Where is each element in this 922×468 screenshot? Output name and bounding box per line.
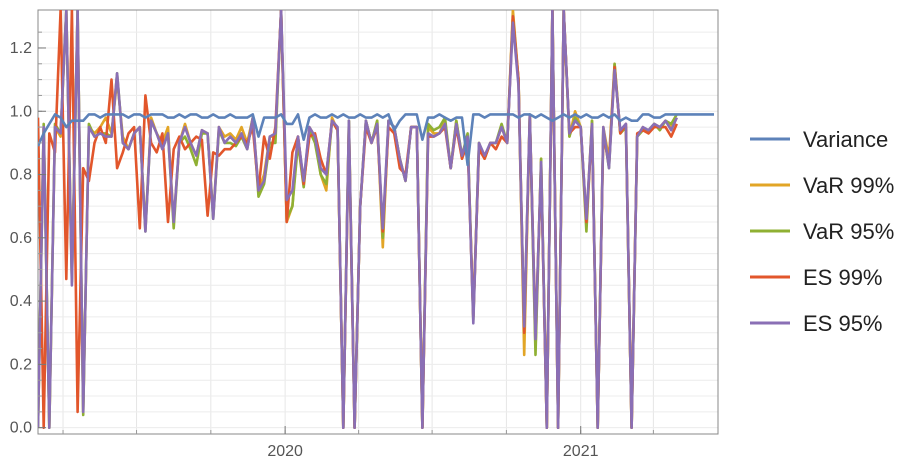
legend: Variance VaR 99% VaR 95% ES 99% ES 95%	[750, 127, 894, 336]
legend-label-variance: Variance	[803, 127, 888, 152]
legend-label-var-99: VaR 99%	[803, 173, 894, 198]
y-tick-label: 0.2	[10, 356, 32, 373]
x-tick-label: 2020	[267, 443, 303, 460]
y-tick-label: 0.8	[10, 167, 32, 184]
y-axis-ticks: 0.0 0.2 0.4 0.6 0.8 1.0 1.2	[10, 31, 46, 437]
x-axis-ticks: 2020 2021	[62, 426, 654, 460]
y-tick-label: 0.0	[10, 420, 32, 437]
legend-label-es-99: ES 99%	[803, 265, 883, 290]
y-tick-label: 1.0	[10, 103, 32, 120]
y-tick-label: 0.6	[10, 230, 32, 247]
series-line-es-95	[38, 10, 678, 429]
x-tick-label: 2021	[563, 443, 599, 460]
series-line-variance	[38, 113, 714, 167]
series-lines	[38, 10, 714, 429]
legend-label-es-95: ES 95%	[803, 311, 883, 336]
legend-label-var-95: VaR 95%	[803, 219, 894, 244]
y-tick-label: 0.4	[10, 293, 32, 310]
y-tick-label: 1.2	[10, 40, 32, 57]
gridlines	[38, 10, 718, 434]
